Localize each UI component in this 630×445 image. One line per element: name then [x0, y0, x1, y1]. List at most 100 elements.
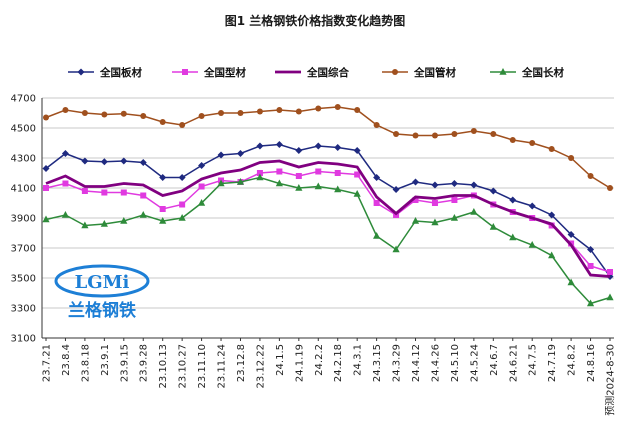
data-point — [276, 107, 283, 113]
data-point — [450, 180, 458, 187]
data-point — [197, 199, 206, 206]
x-tick-label: 24.1.5 — [275, 344, 286, 376]
data-point — [275, 141, 283, 148]
data-point — [43, 114, 49, 121]
x-tick-label: 23.11.24 — [217, 344, 228, 389]
data-point — [179, 201, 186, 208]
legend-item: 全国板材 — [68, 66, 142, 79]
data-point — [100, 158, 108, 166]
x-tick-label: 23.12.8 — [236, 344, 247, 382]
data-point — [548, 211, 556, 219]
x-tick-label: 23.9.28 — [139, 344, 150, 382]
data-point — [393, 131, 400, 137]
data-point — [43, 185, 49, 191]
x-tick-label: 23.8.18 — [80, 344, 91, 382]
series-line — [45, 170, 611, 273]
data-point — [334, 104, 341, 110]
logo: LGMi 兰格钢铁 — [54, 264, 150, 321]
data-point — [606, 293, 614, 301]
data-point — [607, 269, 613, 275]
logo-name-text: 兰格钢铁 — [68, 300, 136, 321]
data-point — [295, 147, 303, 154]
x-tick-labels: 23.7.21 23.8.4 23.8.18 23.9.1 23.9.15 23.9.28… — [42, 344, 617, 416]
data-point — [568, 155, 575, 161]
legend-label: 全国长材 — [521, 66, 564, 79]
data-point — [353, 190, 361, 197]
axes — [41, 98, 614, 341]
data-point — [77, 68, 85, 76]
x-tick-label: 24.7.19 — [547, 344, 558, 382]
data-point — [139, 159, 147, 166]
x-tick-label: 23.11.10 — [197, 344, 208, 389]
data-point — [470, 181, 478, 189]
x-tick-label: 23.7.21 — [42, 344, 53, 382]
x-tick-label: 24.7.5 — [528, 344, 539, 376]
data-point — [607, 185, 613, 191]
data-point — [217, 151, 225, 159]
data-point — [159, 174, 167, 181]
data-point — [529, 140, 536, 146]
y-tick-label: 4500 — [11, 124, 36, 135]
data-point — [392, 245, 400, 253]
data-point — [61, 150, 69, 157]
y-tick-label: 3500 — [11, 274, 36, 285]
data-point — [218, 110, 225, 116]
x-tick-label: 24.8.16 — [586, 344, 597, 382]
data-point — [179, 122, 186, 128]
x-tick-label: 23.9.15 — [119, 344, 130, 382]
data-point — [178, 214, 186, 221]
logo-badge-text: LGMi — [75, 272, 130, 293]
data-point — [431, 181, 439, 189]
data-point — [256, 142, 264, 150]
data-point — [353, 147, 361, 154]
data-point — [528, 241, 536, 248]
x-tick-label: 23.10.27 — [178, 344, 189, 389]
logo-badge-ellipse — [54, 264, 150, 298]
data-point — [62, 107, 69, 113]
x-tick-label: 24.2.2 — [314, 344, 325, 376]
data-point — [548, 251, 556, 259]
data-point — [120, 217, 128, 224]
data-point — [101, 189, 108, 196]
data-point — [470, 208, 478, 215]
x-tick-label: 24.3.29 — [392, 344, 403, 382]
x-tick-label: 23.9.1 — [100, 344, 111, 376]
data-point — [587, 263, 594, 269]
data-point — [567, 231, 575, 238]
x-tick-label: 23.10.13 — [158, 344, 169, 389]
data-point — [373, 122, 380, 128]
data-point — [412, 132, 419, 139]
y-tick-label: 3900 — [11, 214, 36, 225]
x-tick-label: 24.8.2 — [567, 344, 578, 376]
data-point — [354, 171, 361, 178]
data-point — [315, 105, 322, 112]
data-point — [489, 187, 497, 195]
y-tick-label: 3100 — [11, 334, 36, 345]
data-point — [315, 168, 322, 175]
x-tick-label: 24.3.1 — [353, 344, 364, 376]
x-tick-label: 预测2024-8-30 — [604, 344, 617, 416]
y-tick-label: 4300 — [11, 154, 36, 165]
data-point — [61, 211, 70, 218]
y-tick-label: 4100 — [11, 184, 36, 195]
data-point — [159, 206, 166, 212]
data-point — [412, 178, 420, 186]
data-point — [198, 162, 206, 169]
data-point — [470, 128, 477, 134]
data-point — [412, 197, 419, 203]
series-line — [45, 176, 611, 305]
series-全国长材 — [42, 173, 614, 307]
data-point — [178, 174, 186, 181]
x-tick-label: 24.3.15 — [372, 344, 383, 382]
legend-item: 全国长材 — [490, 66, 564, 79]
data-point — [295, 184, 303, 191]
data-point — [237, 110, 244, 116]
data-point — [392, 186, 400, 193]
legend-item: 全国综合 — [275, 66, 349, 79]
data-point — [81, 110, 88, 116]
data-point — [431, 132, 438, 139]
data-point — [159, 217, 167, 224]
series-全国板材 — [42, 141, 614, 280]
x-tick-label: 23.8.4 — [61, 344, 72, 376]
